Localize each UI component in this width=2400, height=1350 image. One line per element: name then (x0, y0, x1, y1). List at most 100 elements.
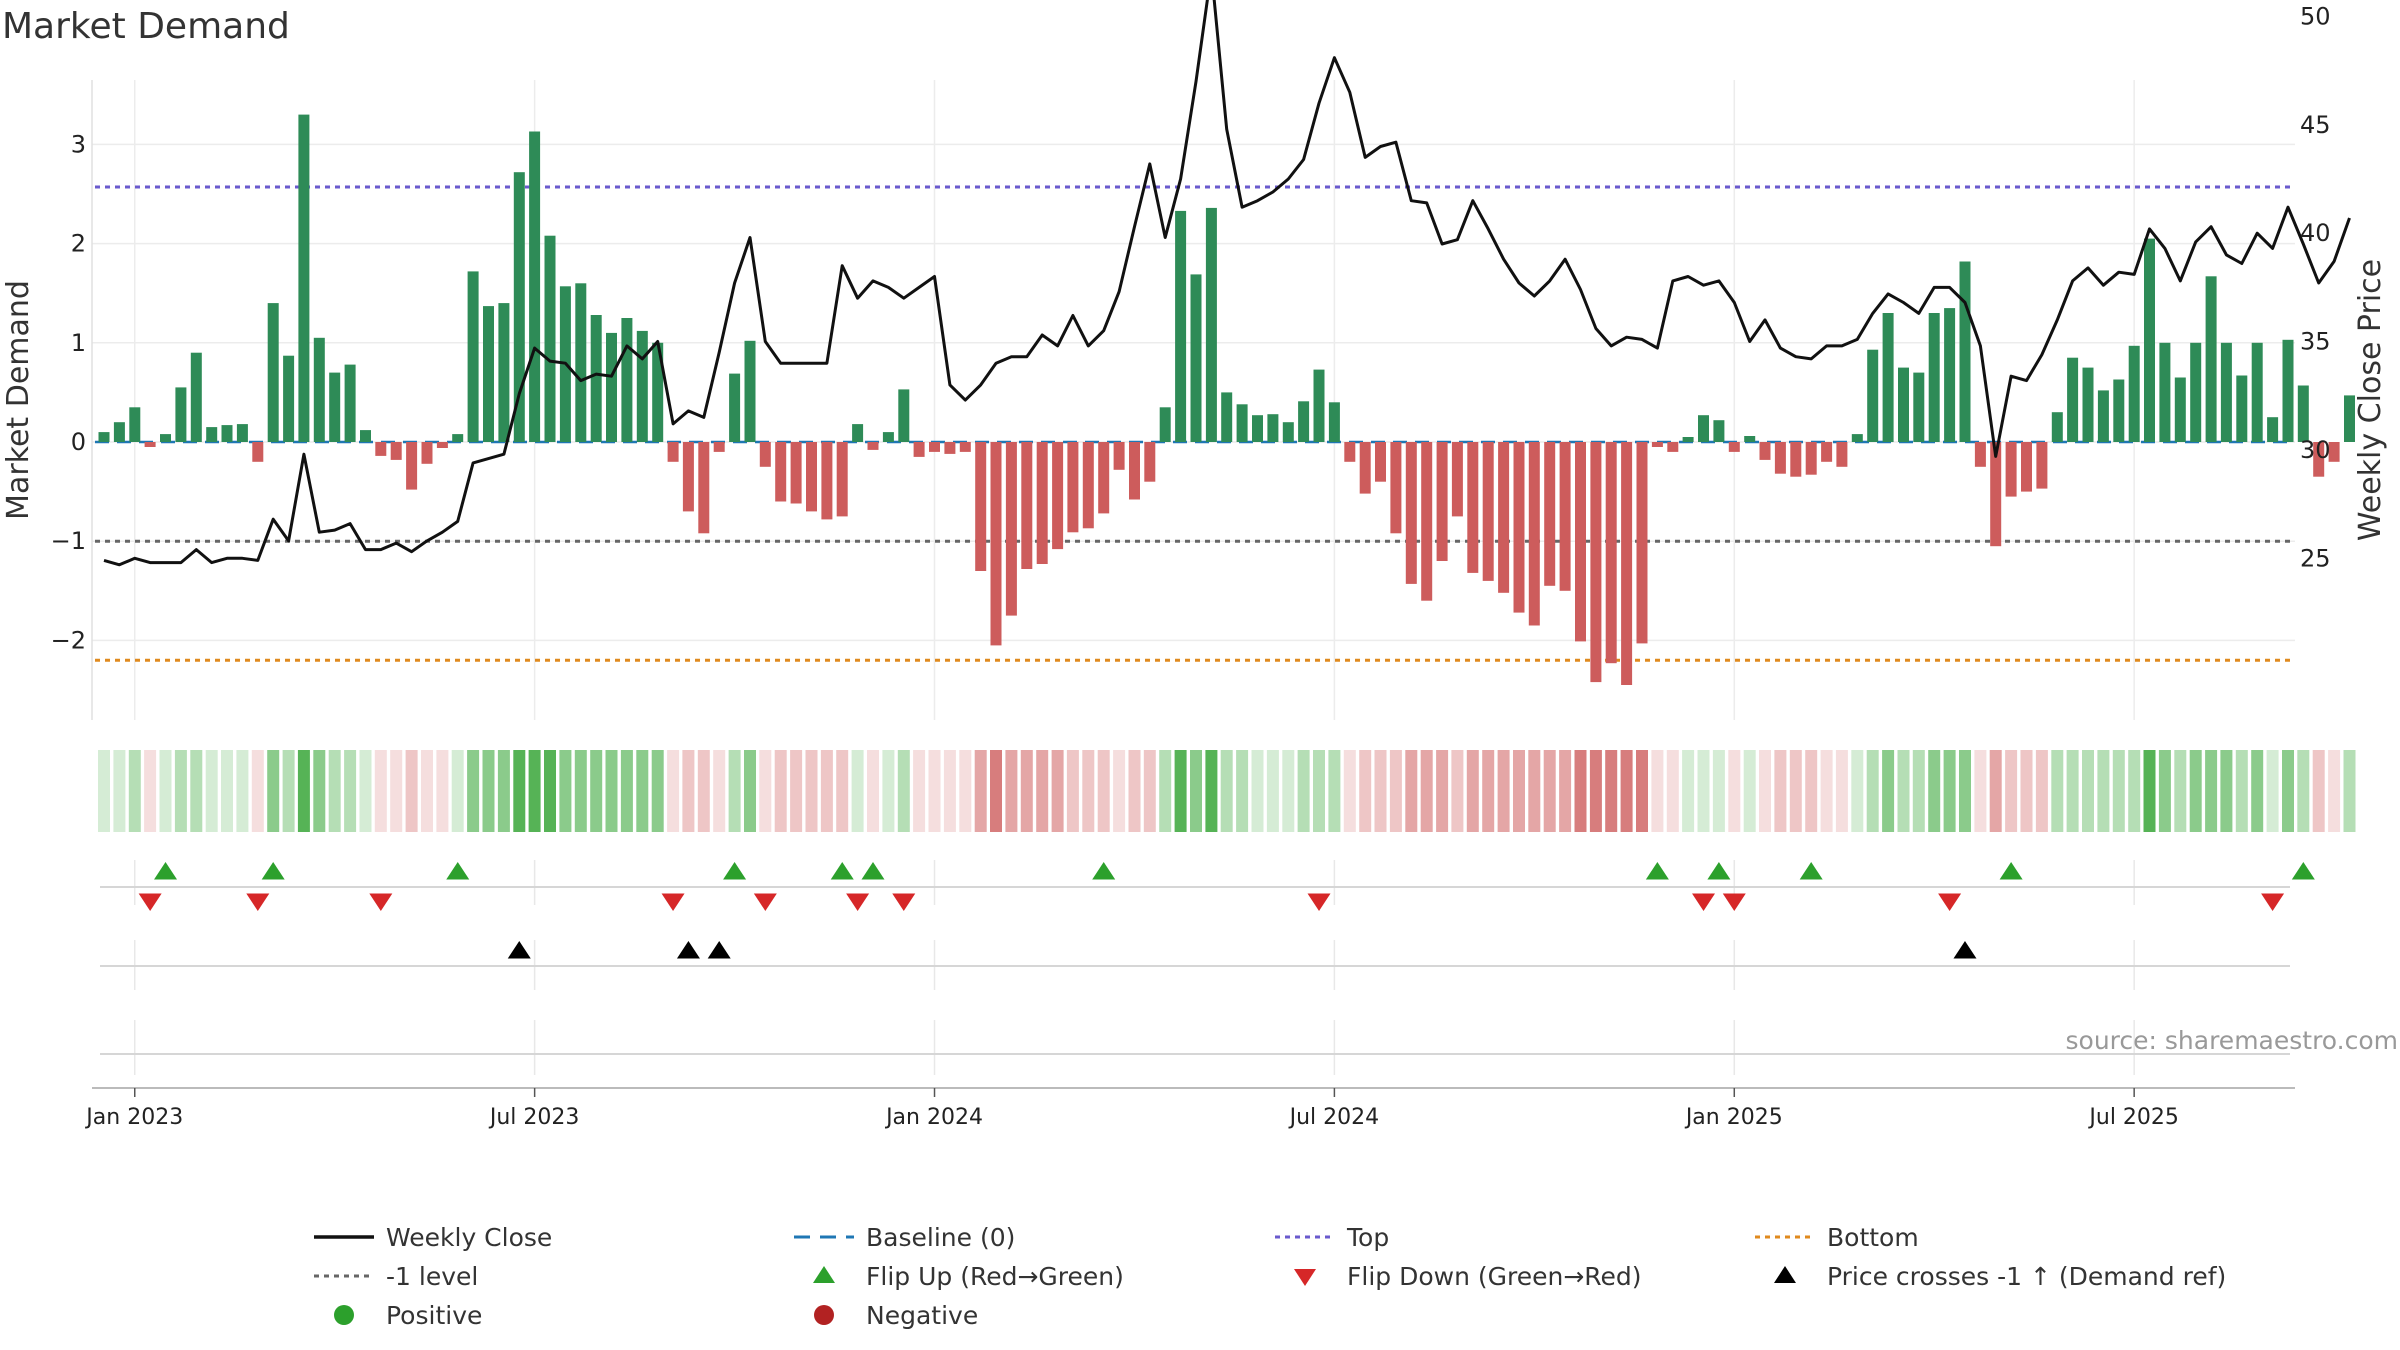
demand-bar (2128, 345, 2140, 442)
heat-strip-cell (2328, 750, 2341, 832)
left-tick-label: −2 (51, 626, 86, 654)
flip-up-marker (154, 862, 178, 880)
flip-down-marker (1692, 893, 1716, 911)
legend-label: Flip Down (Green→Red) (1347, 1262, 1642, 1291)
heat-strip-cell (1359, 750, 1372, 832)
heat-strip-cell (1636, 750, 1648, 832)
demand-bar (113, 422, 125, 442)
heat-strip-cell (1851, 750, 1864, 832)
demand-bar (2344, 395, 2355, 442)
heat-strip-cell (297, 750, 310, 832)
demand-bar (1390, 442, 1402, 534)
x-date-label: Jul 2023 (488, 1105, 580, 1130)
heat-strip-cell (1835, 750, 1848, 832)
heat-strip-cell (1820, 750, 1833, 832)
right-tick-label: 25 (2300, 544, 2331, 572)
heat-strip-cell (620, 750, 633, 832)
heat-strip-cell (2097, 750, 2110, 832)
heat-strip-cell (1343, 750, 1356, 832)
right-axis-label: Weekly Close Price (2353, 259, 2388, 541)
demand-bar (2097, 390, 2109, 442)
heat-strip-cell (528, 750, 541, 832)
demand-bar (1021, 442, 1033, 569)
heat-strip-cell (1451, 750, 1464, 832)
heat-strip-cell (482, 750, 495, 832)
x-axis-date-labels: Jan 2023 Jul 2023 Jan 2024 Jul 2024 Jan 2025… (84, 1088, 2179, 1130)
demand-bar (1528, 442, 1540, 626)
heat-strip-cell (1436, 750, 1449, 832)
demand-bar (1129, 442, 1140, 500)
demand-bar (1698, 415, 1709, 442)
demand-bar (2313, 442, 2325, 477)
heat-strip-cell (1712, 750, 1725, 832)
heat-strip-cell (1759, 750, 1771, 832)
demand-bar (267, 303, 279, 442)
flip-up-marker (1799, 862, 1823, 880)
demand-bar (360, 430, 371, 442)
heat-strip-cell (221, 750, 233, 832)
demand-bar (2174, 377, 2186, 442)
demand-bar (1267, 414, 1279, 442)
price-cross-marker (707, 941, 731, 959)
demand-bar (1205, 207, 1217, 442)
heat-strip-cell (1143, 750, 1156, 832)
demand-bar (1836, 442, 1848, 467)
flip-down-marker (1938, 893, 1962, 911)
heat-strip-cell (359, 750, 372, 832)
heat-strip-cell (1866, 750, 1879, 832)
right-tick-label: 35 (2300, 328, 2331, 356)
demand-bar (1190, 274, 1202, 442)
heat-strip-cell (1251, 750, 1264, 832)
demand-bar (544, 235, 556, 442)
legend-label: Baseline (0) (866, 1223, 1015, 1252)
demand-bar (1098, 442, 1110, 514)
demand-bar (2328, 442, 2340, 462)
demand-bar (2220, 342, 2232, 442)
heat-strip-cell (2005, 750, 2018, 832)
demand-bar (1759, 442, 1771, 460)
demand-bar (98, 432, 110, 442)
heat-strip-cell (144, 750, 157, 832)
demand-bar (1636, 442, 1648, 644)
demand-bar (1498, 442, 1510, 593)
heat-strip-cell (1066, 750, 1079, 832)
heat-strip-cell (2251, 750, 2264, 832)
demand-bar (144, 442, 156, 447)
left-axis-label: Market Demand (1, 280, 36, 520)
heat-strip-cell (605, 750, 618, 832)
demand-bar (1036, 442, 1048, 564)
demand-bar (1682, 437, 1694, 442)
legend-icon-flip-up (813, 1266, 835, 1283)
demand-bar (1159, 407, 1171, 442)
heat-strip-cell (390, 750, 403, 832)
demand-bar (990, 442, 1002, 646)
demand-bar (1559, 442, 1571, 591)
legend-label: Top (1346, 1223, 1389, 1252)
heat-strip-cell (1313, 750, 1325, 832)
flip-down-marker (1722, 893, 1746, 911)
heat-strip-cell (1036, 750, 1049, 832)
demand-bar (1651, 442, 1663, 447)
x-date-label: Jul 2024 (1288, 1105, 1380, 1130)
demand-bar (2236, 375, 2248, 442)
heat-strip-cell (2174, 750, 2187, 832)
demand-bar (2005, 442, 2017, 497)
demand-bar (575, 283, 587, 442)
heat-strip-cell (636, 750, 649, 832)
demand-bar (1405, 442, 1417, 584)
demand-bar (2067, 357, 2079, 442)
demand-bar (1005, 442, 1017, 616)
source-credit: source: sharemaestro.com (2066, 1026, 2399, 1055)
heat-strip-cell (1190, 750, 1202, 832)
heat-strip-cell (1959, 750, 1971, 832)
heat-strip-cell (959, 750, 972, 832)
flip-up-marker (1092, 862, 1116, 880)
demand-bar (436, 442, 448, 448)
heat-strip-cell (374, 750, 387, 832)
heat-strip-cell (1943, 750, 1956, 832)
heat-strip-cell (851, 750, 864, 832)
demand-bar (1298, 401, 1310, 442)
demand-bar (206, 427, 218, 442)
heat-strip-cell (2220, 750, 2233, 832)
heat-strip-cell (2343, 750, 2356, 832)
